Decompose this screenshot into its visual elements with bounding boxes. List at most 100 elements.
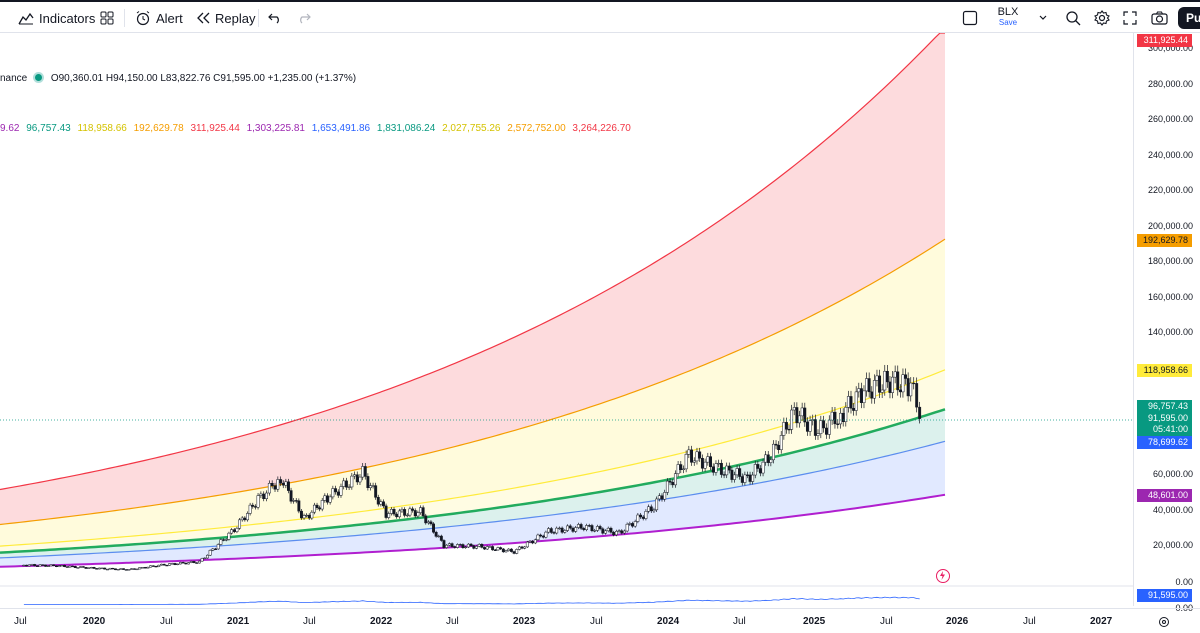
candle-body [700,457,704,469]
candle-body [405,514,409,517]
replay-button[interactable]: Replay [196,8,255,28]
indicators-label: Indicators [39,10,96,26]
candle-body [424,515,428,524]
candle-body [483,547,487,550]
candle-body [46,565,50,567]
price-axis-label: 180,000.00 [1147,256,1193,266]
candle-body [682,468,685,470]
candle-body [92,567,96,569]
time-axis-label: Jul [1023,616,1036,627]
candle-body [105,568,109,571]
candle-body [472,545,476,549]
indicator-value-5: 1,303,225.81 [246,123,305,134]
alert-button[interactable]: Alert [135,8,183,28]
candle-body [284,481,288,486]
price-axis-label: 140,000.00 [1147,327,1193,337]
camera-icon [1151,11,1168,25]
candle-body [849,396,853,409]
price-axis-label: 20,000.00 [1152,540,1193,550]
grid-icon [100,11,114,25]
candle-body [60,564,64,567]
snapshot-button[interactable] [1151,8,1168,28]
layouts-button[interactable] [100,8,114,28]
candle-body [219,539,223,545]
candle-body [628,523,632,525]
candle-body [151,565,155,567]
candle-body [859,388,863,403]
toolbar-divider [258,9,259,27]
candle-body [426,521,430,524]
candle-body [833,411,837,425]
price-tag-purple: 48,601.00 [1137,489,1192,502]
chart-pane[interactable]: nance O90,360.01 H94,150.00 L83,822.76 C… [0,33,1133,606]
candle-body [403,509,407,516]
candle-body [339,486,343,496]
candle-body [703,461,707,469]
time-axis-label: Jul [160,616,173,627]
candle-body [270,483,274,486]
candle-body [437,535,441,538]
candle-body [211,548,215,551]
candle-body [450,543,454,547]
candle-body [852,408,856,411]
candle-body [214,548,217,550]
candle-body [376,497,380,505]
settings-button[interactable] [1094,8,1110,28]
price-tag-red: 311,925.44 [1137,34,1192,47]
undo-icon [268,13,279,24]
maximize-button[interactable] [962,8,978,28]
candle-body [328,496,332,503]
band-fill [0,441,945,567]
price-axis-label: 280,000.00 [1147,79,1193,89]
quick-search-button[interactable] [1065,8,1081,28]
candle-body [722,474,726,476]
candle-body [579,524,583,529]
candle-body [413,510,417,517]
candle-body [714,463,718,473]
axis-settings-button[interactable] [1158,615,1170,633]
indicators-button[interactable]: Indicators [18,8,95,28]
candle-body [854,391,858,411]
candle-body [888,381,892,393]
candle-body [453,546,457,548]
candle-body [227,532,231,540]
candle-body [517,546,521,550]
publish-button[interactable]: Pu [1178,7,1200,29]
price-chart[interactable] [0,33,1133,606]
candle-body [738,468,742,477]
candle-body [805,421,809,432]
candle-body [216,544,220,550]
candle-body [325,495,329,503]
candle-body [740,476,744,483]
candle-body [719,462,723,475]
candle-body [22,564,26,567]
candle-body [382,501,385,507]
undo-button[interactable] [268,8,282,28]
lightning-icon[interactable] [936,569,950,583]
layout-name-block[interactable]: BLX Save [990,6,1026,28]
layout-menu-button[interactable] [1038,8,1048,28]
price-axis-label: 200,000.00 [1147,221,1193,231]
candle-body [87,567,91,569]
time-axis-label: 2020 [83,616,106,627]
fullscreen-button[interactable] [1123,8,1137,28]
candle-body [111,567,115,570]
redo-button[interactable] [297,8,311,28]
candle-body [528,540,532,543]
candle-body [344,480,348,488]
candle-body [287,481,290,491]
candle-body [867,378,871,393]
search-icon [1066,11,1081,26]
candle-body [880,389,884,393]
candle-body [384,505,388,518]
price-axis[interactable]: 300,000.00 280,000.00 260,000.00 240,000… [1133,33,1200,613]
gear-icon [1159,617,1169,627]
candle-body [165,564,169,567]
symbol-name[interactable]: nance [0,73,28,84]
candle-body [464,546,468,549]
candle-body [353,474,356,477]
time-axis[interactable]: Jul 2020 Jul 2021 Jul 2022 Jul 2023 Jul … [0,608,1200,632]
candle-body [458,544,462,546]
time-axis-label: 2025 [803,616,826,627]
candle-body [671,481,675,486]
